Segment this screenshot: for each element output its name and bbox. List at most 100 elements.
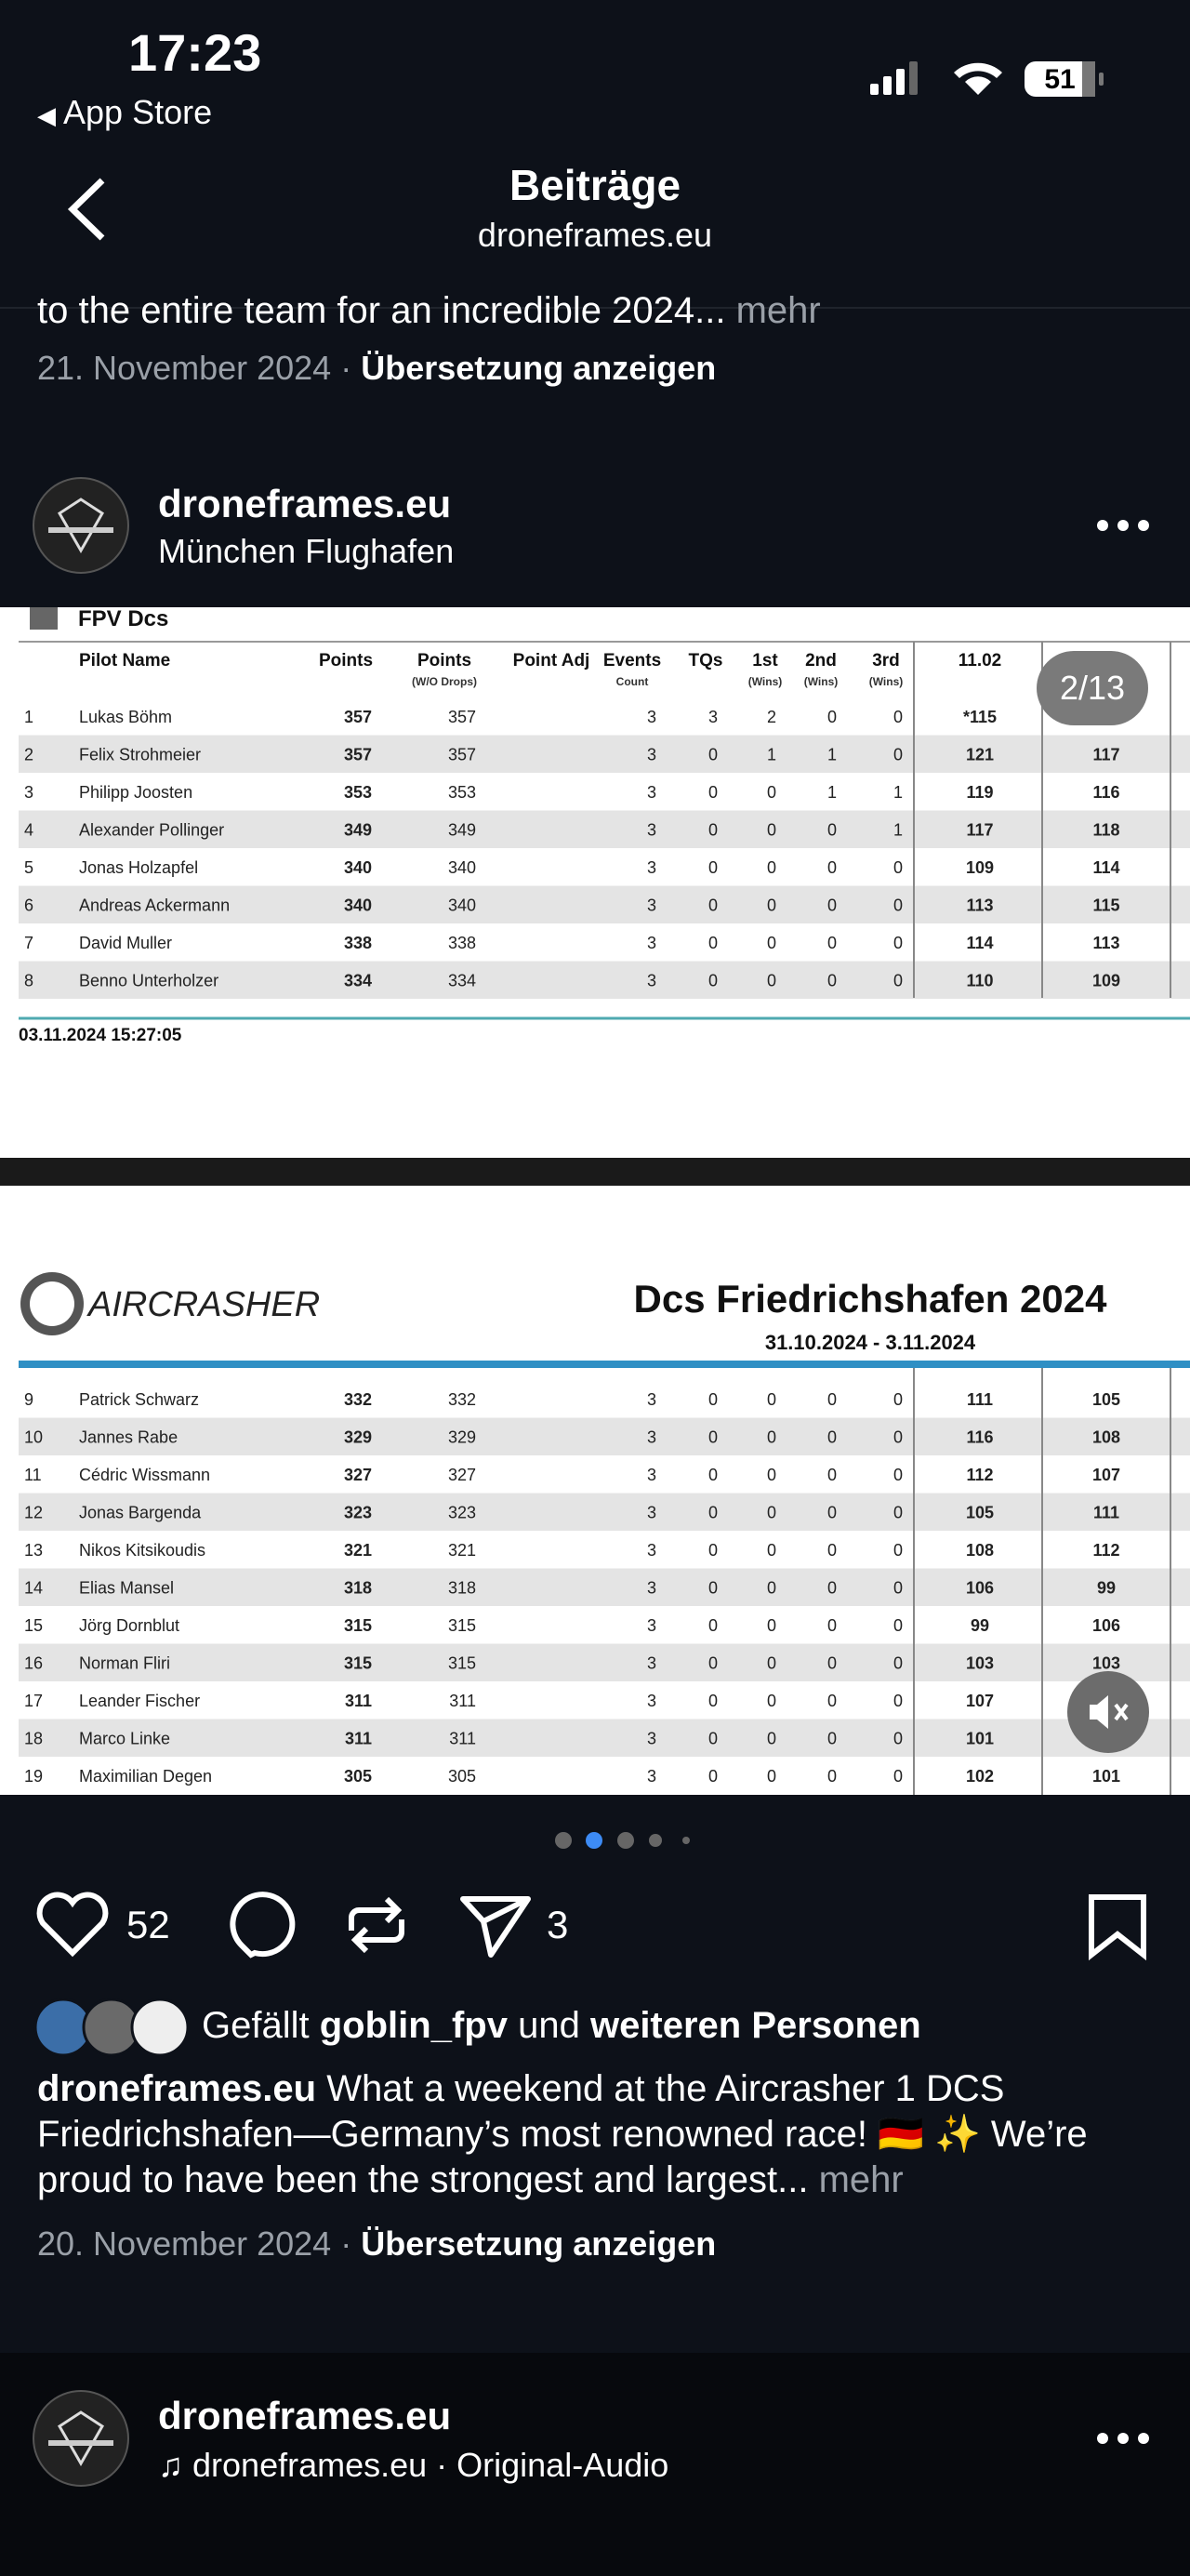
table-cell: David Muller [79, 934, 172, 952]
table-cell: 0 [827, 896, 837, 915]
translate[interactable]: Übersetzung anzeigen [361, 2224, 717, 2263]
liker[interactable]: goblin_fpv [319, 2005, 508, 2046]
table-cell: 2 [24, 746, 33, 764]
table-cell: Philipp Joosten [79, 783, 192, 802]
table-cell: 3 [647, 1541, 656, 1560]
prev-meta: 21. November 2024 · Übersetzung anzeigen [37, 349, 717, 387]
table-cell: Cédric Wissmann [79, 1466, 210, 1484]
back-button[interactable] [65, 177, 112, 242]
table-cell: 111 [967, 1390, 993, 1409]
bookmark-button[interactable] [1089, 1894, 1146, 1961]
username[interactable]: droneframes.eu [158, 482, 452, 525]
audio-label: droneframes.eu · Original-Audio [192, 2446, 669, 2484]
table-cell: 1 [893, 821, 903, 840]
liker-avatars [33, 1998, 190, 2057]
table-cell: 3 [647, 708, 656, 726]
slide-counter: 2/13 [1037, 651, 1148, 725]
table-cell: 0 [708, 934, 718, 952]
table-cell: 0 [827, 934, 837, 952]
repost-button[interactable] [349, 1896, 404, 1954]
table-cell: 3 [647, 1616, 656, 1635]
table-cell: 0 [827, 1504, 837, 1522]
table-cell: 0 [708, 1579, 718, 1598]
table-cell: 116 [966, 1428, 993, 1447]
table-cell: 334 [448, 972, 476, 990]
table-cell: 114 [966, 934, 993, 952]
more[interactable]: mehr [735, 290, 821, 324]
action-bar: 52 3 [36, 1892, 1146, 1961]
like-button[interactable] [36, 1892, 109, 1958]
avatar[interactable] [32, 2389, 130, 2488]
table-cell: 107 [1092, 1466, 1120, 1484]
audio[interactable]: ♫ droneframes.eu · Original-Audio [158, 2446, 669, 2484]
comment-button[interactable] [230, 1892, 296, 1959]
mute-button[interactable] [1067, 1671, 1149, 1753]
table-cell: 0 [893, 1390, 903, 1409]
more[interactable]: mehr [818, 2159, 904, 2200]
table-cell: 10 [24, 1428, 43, 1447]
prev-caption-text: to the entire team for an incredible 202… [37, 290, 726, 324]
table-cell: Elias Mansel [79, 1579, 174, 1598]
username[interactable]: droneframes.eu [158, 2394, 452, 2437]
column-header: 1st [752, 651, 778, 671]
table-cell: 0 [767, 934, 776, 952]
table-cell: 0 [893, 1504, 903, 1522]
translate[interactable]: Übersetzung anzeigen [361, 349, 717, 387]
liked-joiner: und [518, 2005, 580, 2046]
back-to-app[interactable]: ◀ App Store [37, 93, 213, 131]
row-stripe [19, 1417, 1190, 1455]
table-cell: 7 [24, 934, 33, 952]
table-cell: 3 [647, 1466, 656, 1484]
table-cell: 103 [966, 1654, 994, 1673]
more-menu[interactable] [1095, 516, 1151, 535]
table-cell: 340 [448, 896, 476, 915]
status-time: 17:23 [128, 23, 262, 82]
column-subheader: (Wins) [748, 675, 783, 688]
more-menu[interactable] [1095, 2429, 1151, 2448]
post-date: 20. November 2024 [37, 2224, 332, 2263]
row-stripe [19, 1643, 1190, 1681]
table-cell: 3 [647, 934, 656, 952]
caption-user[interactable]: droneframes.eu [37, 2068, 317, 2109]
table-cell: Benno Unterholzer [79, 972, 218, 990]
battery: 51 [1044, 64, 1075, 95]
table-cell: 106 [1092, 1616, 1120, 1635]
table-cell: 0 [893, 1616, 903, 1635]
liked-others[interactable]: weiteren Personen [589, 2005, 921, 2046]
table-cell: 0 [708, 1541, 718, 1560]
table-cell: 117 [966, 821, 993, 840]
table-cell: 0 [767, 1616, 776, 1635]
table-cell: 18 [24, 1730, 43, 1748]
location[interactable]: München Flughafen [158, 532, 455, 570]
column-subheader: Count [616, 675, 649, 688]
table-cell: 318 [448, 1579, 476, 1598]
table-cell: 0 [827, 1654, 837, 1673]
table-cell: 0 [708, 1466, 718, 1484]
table-cell: 0 [767, 896, 776, 915]
column-header: Points [319, 651, 373, 671]
table-cell: 318 [344, 1579, 372, 1598]
table-cell: Marco Linke [79, 1730, 170, 1748]
liked-prefix: Gefällt [202, 2005, 310, 2046]
row-stripe [19, 735, 1190, 773]
table-cell: 0 [767, 1730, 776, 1748]
header-subtitle: droneframes.eu [477, 216, 713, 254]
share-button[interactable] [460, 1896, 531, 1958]
row-stripe [19, 810, 1190, 848]
table-cell: 5 [24, 858, 33, 877]
avatar[interactable] [32, 476, 130, 575]
table-cell: 3 [647, 821, 656, 840]
table-cell: 109 [966, 858, 994, 877]
table-cell: 323 [448, 1504, 476, 1522]
table-cell: 0 [827, 1466, 837, 1484]
table-cell: 0 [893, 858, 903, 877]
column-header: Pilot Name [79, 651, 170, 671]
table-cell: 3 [647, 1390, 656, 1409]
table-image-1: FPV Dcs 03.11.2024 15:27:05 Pilot Name Po… [0, 607, 1190, 1158]
table-cell: 327 [344, 1466, 372, 1484]
column-header: 2nd [805, 651, 837, 671]
table-cell: 327 [448, 1466, 476, 1484]
table-cell: 311 [449, 1730, 476, 1748]
column-header: 3rd [872, 651, 900, 671]
table-cell: 0 [708, 1504, 718, 1522]
